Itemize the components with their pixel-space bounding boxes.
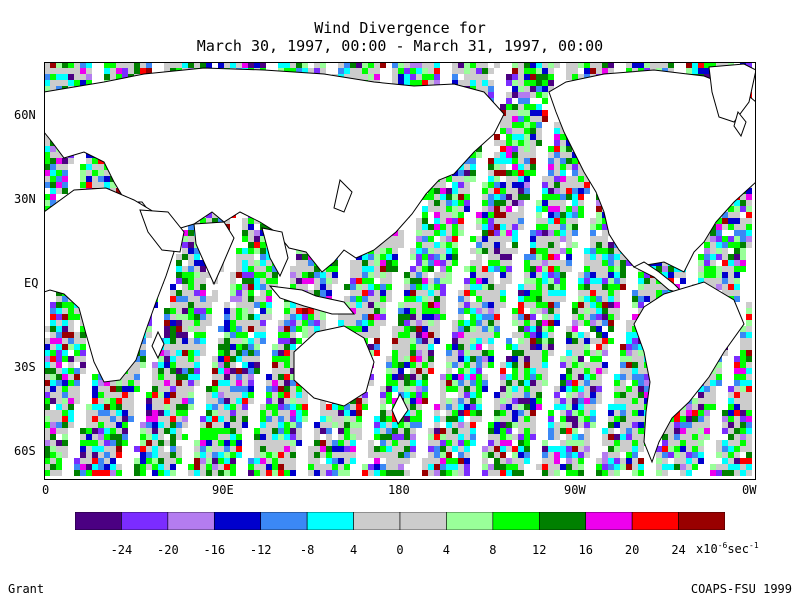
colorbar-swatch [446,512,494,530]
lat-label-30s: 30S [14,360,36,374]
land-masses [44,63,756,464]
colorbar-swatch [260,512,308,530]
lat-label-30n: 30N [14,192,36,206]
land-greenland [708,63,756,123]
colorbar-swatch [121,512,169,530]
colorbar-tick-label: 24 [671,543,686,557]
colorbar [75,512,725,530]
colorbar-swatch [678,512,725,530]
land-new-zealand [391,392,409,426]
colorbar-tick-label: 20 [624,543,640,557]
land-arabia [139,209,185,253]
lon-label-0: 0 [42,483,50,497]
land-uk [733,110,747,138]
wind-divergence-map [44,62,756,480]
colorbar-tick-label: -24 [110,543,133,557]
colorbar-swatch [353,512,401,530]
colorbar-units: x10-6sec-1 [696,541,759,556]
colorbar-swatch [213,512,262,530]
colorbar-tick-label: 8 [489,543,497,557]
colorbar-tick-label: -16 [203,543,226,557]
colorbar-swatch [538,512,587,530]
units-exponent-2: -1 [749,541,759,550]
colorbar-tick-label: 4 [442,543,451,557]
units-base: x10 [696,542,718,556]
colorbar-swatch [631,512,679,530]
land-africa [44,187,175,383]
land-india [193,221,235,286]
colorbar-tick-label: -8 [299,543,315,557]
lat-label-60s: 60S [14,444,36,458]
land-south-america [633,281,745,464]
lon-label-180: 180 [388,483,410,497]
lon-label-0w: 0W [742,483,757,497]
colorbar-swatch [306,512,354,530]
colorbar-swatch [167,512,215,530]
map-frame [44,62,756,480]
colorbar-swatch [75,512,122,530]
land-japan [333,178,353,213]
land-indonesia [268,285,356,315]
colorbar-tick-label: 4 [349,543,358,557]
lat-label-eq: EQ [24,276,39,290]
colorbar-swatch [585,512,633,530]
chart-title-line-2: March 30, 1997, 00:00 - March 31, 1997, … [196,37,604,55]
lon-label-90e: 90E [212,483,234,497]
lon-label-90w: 90W [564,483,586,497]
colorbar-tick-label: -20 [157,543,179,557]
land-indochina [261,227,289,278]
credit-author: Grant [8,582,45,596]
credit-organization: COAPS-FSU 1999 [690,582,792,596]
units-tail: sec [727,542,750,556]
units-exponent: -6 [717,541,728,550]
colorbar-tick-label: 0 [396,543,404,557]
chart-title-line-1: Wind Divergence for [314,19,486,37]
colorbar-swatch [399,512,447,530]
colorbar-tick-label: 16 [578,543,593,557]
colorbar-swatch [492,512,540,530]
lat-label-60n: 60N [14,108,36,122]
land-madagascar [151,330,165,360]
colorbar-tick-label: 12 [532,543,547,557]
land-australia [293,325,375,407]
colorbar-tick-label: -12 [249,543,272,557]
